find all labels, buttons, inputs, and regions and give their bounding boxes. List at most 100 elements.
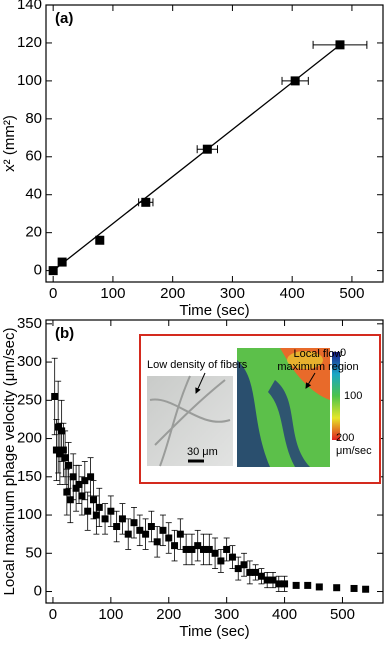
point (176, 530, 184, 538)
point (69, 473, 77, 481)
inset-label: Low density of fibers (147, 359, 248, 371)
point (153, 538, 161, 546)
plot-frame (45, 319, 384, 604)
x-tick-label: 0 (49, 285, 57, 302)
point (194, 542, 202, 550)
flow-map-mid (287, 351, 323, 369)
colorbar-label: μm/sec (336, 445, 372, 457)
point (59, 446, 67, 454)
point (130, 519, 138, 527)
inset-label: Local flow (294, 348, 343, 360)
x-tick-label: 100 (98, 606, 123, 623)
scale-label: 30 μm (187, 446, 218, 458)
x-tick-label: 400 (280, 285, 305, 302)
y-tick-label: 0 (34, 262, 42, 279)
y-tick-label: 140 (17, 0, 42, 13)
y-tick-label: 350 (17, 315, 42, 332)
point (81, 477, 89, 485)
point (118, 515, 126, 523)
point (188, 545, 196, 553)
y-tick-label: 120 (17, 34, 42, 51)
y-tick-label: 200 (17, 430, 42, 447)
y-tick-label: 50 (25, 544, 42, 561)
point (61, 454, 69, 462)
point (95, 503, 103, 511)
y-axis-label: Local maximum phage velocity (μm/sec) (1, 328, 18, 596)
arrow (305, 372, 316, 389)
colorbar (332, 352, 340, 440)
point (240, 561, 248, 569)
point (95, 235, 105, 245)
x-axis-label: Time (sec) (179, 302, 249, 319)
point (202, 144, 212, 154)
point (275, 580, 283, 588)
point (48, 266, 58, 276)
point (141, 197, 151, 207)
inset-label: maximum region (277, 361, 358, 373)
plot-frame (45, 4, 384, 283)
point (246, 568, 254, 576)
point (65, 461, 73, 469)
point (87, 473, 95, 481)
point (304, 581, 312, 589)
point (136, 526, 144, 534)
y-tick-label: 100 (17, 506, 42, 523)
point (171, 542, 179, 550)
x-tick-label: 500 (339, 285, 364, 302)
point (57, 257, 67, 267)
point (165, 534, 173, 542)
y-tick-label: 80 (25, 110, 42, 127)
y-tick-label: 100 (17, 72, 42, 89)
x-tick-label: 300 (214, 606, 239, 623)
fibers (149, 375, 231, 467)
point (101, 515, 109, 523)
point (142, 530, 150, 538)
inset: Low density of fibers Local flow maximum… (139, 334, 381, 484)
panel-label: (b) (55, 325, 74, 342)
x-tick-label: 200 (160, 285, 185, 302)
flow-map-low (268, 380, 310, 467)
point (182, 545, 190, 553)
point (147, 523, 155, 531)
point (75, 480, 83, 488)
flow-map-low (237, 360, 270, 467)
arrow (195, 372, 206, 394)
x-tick-label: 500 (330, 606, 355, 623)
point (107, 507, 115, 515)
y-axis-label: x² (mm²) (1, 115, 18, 172)
x-tick-label: 300 (220, 285, 245, 302)
colorbar-label: 100 (344, 390, 362, 402)
point (350, 584, 358, 592)
point (281, 580, 289, 588)
y-tick-label: 0 (34, 582, 42, 599)
point (217, 557, 225, 565)
colorbar-label: 200 (336, 432, 354, 444)
point (257, 572, 265, 580)
point (252, 568, 260, 576)
point (63, 488, 71, 496)
colorbar-label: 0 (340, 347, 346, 359)
point (113, 523, 121, 531)
point (290, 76, 300, 86)
panel-label: (a) (55, 10, 73, 27)
point (211, 549, 219, 557)
x-tick-label: 0 (49, 606, 57, 623)
point (315, 583, 323, 591)
point (333, 584, 341, 592)
point (335, 40, 345, 50)
point (56, 450, 64, 458)
point (51, 392, 59, 400)
point (269, 576, 277, 584)
point (205, 545, 213, 553)
y-tick-label: 300 (17, 353, 42, 370)
point (292, 581, 300, 589)
point (84, 507, 92, 515)
point (223, 545, 231, 553)
point (362, 585, 370, 593)
x-tick-label: 100 (100, 285, 125, 302)
x-tick-label: 400 (272, 606, 297, 623)
y-tick-label: 20 (25, 224, 42, 241)
point (263, 576, 271, 584)
point (54, 423, 62, 431)
